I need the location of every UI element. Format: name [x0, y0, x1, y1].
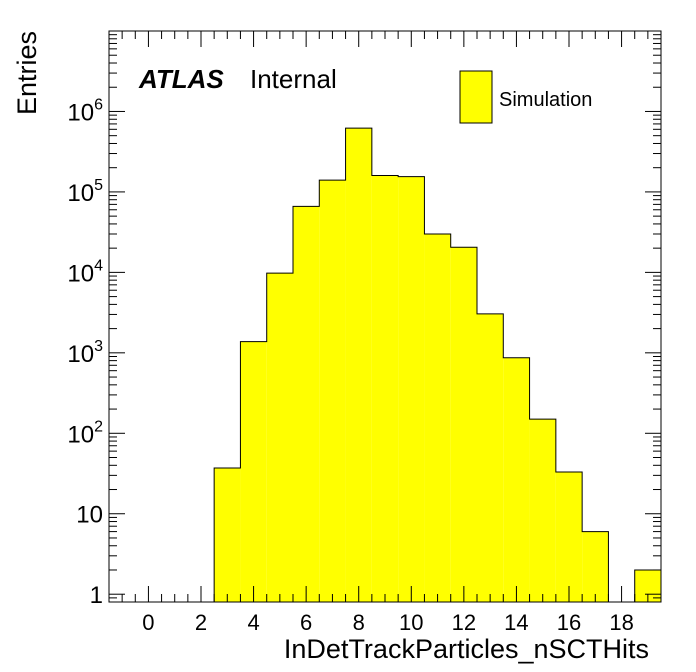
atlas-status-label: Internal [250, 64, 337, 94]
y-tick-label: 105 [67, 177, 103, 207]
x-tick-labels: 0 2 4 6 8 10 12 14 16 18 [142, 610, 634, 635]
histogram-bars [213, 127, 662, 603]
x-axis-label: InDetTrackParticles_nSCTHits [284, 634, 649, 664]
y-tick-labels: 1 10 102 103 104 105 106 [67, 96, 103, 609]
histogram-bin [371, 175, 399, 602]
x-tick-label: 14 [504, 610, 528, 635]
y-tick-label: 106 [67, 96, 103, 126]
y-tick-label: 1 [90, 582, 103, 609]
histogram-bin [214, 468, 241, 602]
y-tick-label: 104 [67, 257, 103, 287]
atlas-label: ATLAS [138, 64, 224, 94]
histogram-bin [424, 233, 451, 602]
y-tick-label: 103 [67, 338, 103, 368]
histogram-bin [450, 247, 477, 602]
y-axis-label: Entries [12, 31, 42, 115]
x-tick-label: 10 [399, 610, 423, 635]
x-tick-label: 18 [609, 610, 633, 635]
legend-label: Simulation [499, 89, 592, 111]
histogram-bin [555, 472, 583, 602]
y-tick-label: 102 [67, 418, 103, 448]
x-tick-label: 4 [247, 610, 259, 635]
histogram-bin [319, 180, 346, 602]
y-tick-label: 10 [76, 502, 103, 529]
plot-frame [108, 30, 662, 603]
histogram-bin [240, 341, 267, 602]
histogram-bin [398, 176, 425, 602]
histogram-bin [345, 128, 372, 603]
x-tick-label: 8 [353, 610, 365, 635]
histogram-outline [213, 127, 662, 603]
x-tick-label: 6 [300, 610, 312, 635]
x-tick-label: 0 [142, 610, 154, 635]
x-tick-label: 2 [195, 610, 207, 635]
histogram-bin [529, 419, 556, 602]
histogram-bin [503, 357, 530, 602]
histogram-bin [582, 531, 609, 602]
histogram-bin [293, 206, 320, 603]
legend-swatch [459, 70, 493, 124]
x-tick-label: 12 [452, 610, 476, 635]
x-tick-label: 16 [557, 610, 581, 635]
axis-ticks [109, 30, 661, 603]
histogram-bin [266, 273, 293, 602]
histogram-bin [477, 313, 504, 602]
